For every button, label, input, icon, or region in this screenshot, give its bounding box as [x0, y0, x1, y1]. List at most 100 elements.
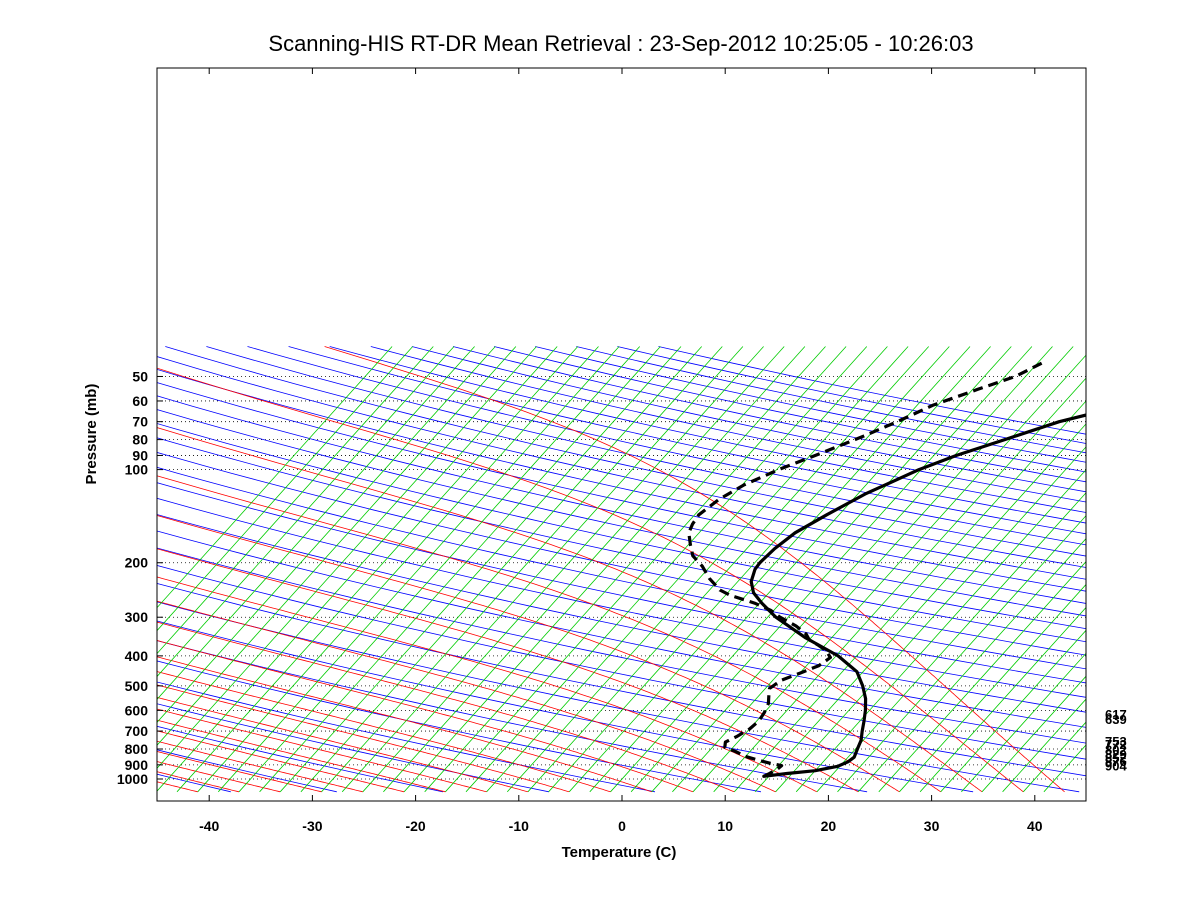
- mixing-ratio-line: [672, 346, 1074, 793]
- mixing-ratio-line: [157, 346, 517, 746]
- dry-adiabat-line: [157, 466, 1086, 670]
- dry-adiabat-line: [157, 395, 1086, 604]
- pressure-annotation: 802: [1105, 742, 1127, 757]
- mixing-ratio-line: [589, 346, 991, 793]
- moist-adiabat-line: [324, 346, 1065, 793]
- dry-adiabat-line: [157, 437, 1086, 643]
- mixing-ratio-line: [157, 346, 558, 792]
- chart-title: Scanning-HIS RT-DR Mean Retrieval : 23-S…: [268, 31, 973, 56]
- mixing-ratio-line: [157, 346, 496, 723]
- y-tick-label: 300: [125, 609, 149, 625]
- mixing-ratio-line: [197, 346, 599, 793]
- y-tick-label: 50: [132, 368, 148, 384]
- dry-adiabat-line: [157, 660, 762, 793]
- pressure-annotation: 772: [1105, 737, 1127, 752]
- mixing-ratio-line: [218, 346, 620, 793]
- moist-adiabat-line: [157, 771, 240, 793]
- mixing-ratio-line: [754, 423, 1086, 793]
- x-tick-label: -20: [405, 818, 425, 834]
- mixing-ratio-line: [424, 346, 826, 793]
- dry-adiabat-line: [411, 346, 1086, 493]
- mixing-ratio-line: [300, 346, 702, 793]
- dry-adiabat-line: [165, 346, 1086, 557]
- mixing-ratio-line: [630, 346, 1033, 793]
- dry-adiabat-line: [157, 681, 656, 793]
- y-tick-label: 500: [125, 678, 149, 694]
- x-tick-label: 0: [618, 818, 626, 834]
- mixing-ratio-line: [157, 346, 475, 700]
- dry-adiabat-line: [157, 452, 1086, 656]
- mixing-ratio-line: [940, 629, 1086, 793]
- dry-adiabat-line: [452, 346, 1086, 483]
- y-tick-label: 200: [125, 555, 149, 571]
- dry-adiabat-line: [157, 514, 1086, 713]
- mixing-ratio-line: [238, 346, 640, 793]
- moist-adiabat-line: [157, 600, 776, 793]
- dry-adiabat-line: [157, 356, 1086, 568]
- dewpoint-profile-line: [687, 360, 1045, 778]
- mixing-ratio-line: [857, 538, 1086, 793]
- dry-adiabat-line: [157, 497, 1086, 698]
- pressure-annotation: 617: [1105, 707, 1127, 722]
- mixing-ratio-line: [919, 606, 1086, 793]
- x-tick-label: -40: [199, 818, 219, 834]
- mixing-ratio-line: [279, 346, 682, 793]
- mixing-ratio-line: [548, 346, 950, 793]
- moist-adiabat-line: [157, 696, 529, 793]
- moist-adiabat-line: [157, 671, 611, 793]
- mixing-ratio-line: [157, 346, 413, 632]
- dry-adiabat-line: [157, 620, 974, 793]
- dry-adiabat-line: [658, 346, 1086, 435]
- dry-adiabat-line: [157, 368, 1086, 580]
- dry-adiabat-line: [0, 347, 19, 792]
- dry-adiabat-line: [535, 346, 1086, 463]
- mixing-ratio-line: [176, 346, 579, 793]
- y-tick-label: 600: [125, 702, 149, 718]
- mixing-ratio-line: [734, 400, 1086, 793]
- x-tick-label: 30: [924, 818, 940, 834]
- y-tick-label: 90: [132, 447, 148, 463]
- dry-adiabat-line: [157, 601, 1080, 793]
- mixing-ratio-line: [465, 346, 868, 793]
- dry-adiabat-line: [247, 346, 1086, 535]
- mixing-ratio-line: [321, 346, 723, 793]
- dry-adiabat-line: [157, 703, 549, 793]
- mixing-ratio-line: [899, 583, 1086, 793]
- pressure-annotation: 876: [1105, 754, 1127, 769]
- mixing-ratio-line: [1002, 698, 1086, 793]
- dry-adiabat-line: [157, 482, 1086, 684]
- pressure-annotation: 829: [1105, 747, 1127, 762]
- mixing-ratio-line: [157, 346, 393, 609]
- y-tick-label: 700: [125, 723, 149, 739]
- dry-adiabat-line: [157, 640, 868, 793]
- mixing-ratio-line: [795, 469, 1086, 793]
- dry-adiabat-line: [157, 423, 1086, 630]
- y-tick-label: 800: [125, 741, 149, 757]
- dry-adiabat-line: [206, 346, 1086, 546]
- mixing-ratio-line: [713, 377, 1086, 793]
- moist-adiabat-line: [157, 708, 487, 793]
- mixing-ratio-line: [362, 346, 764, 793]
- dry-adiabat-line: [494, 346, 1086, 473]
- y-tick-label: 400: [125, 648, 149, 664]
- mixing-ratio-line: [157, 346, 455, 678]
- mixing-ratio-line: [816, 492, 1086, 793]
- y-axis-label: Pressure (mb): [83, 384, 100, 485]
- dry-adiabat-line: [157, 564, 1086, 760]
- mixing-ratio-line: [981, 675, 1086, 793]
- mixing-ratio-line: [157, 346, 537, 769]
- pressure-annotation: 852: [1105, 750, 1127, 765]
- mixing-ratio-line: [341, 346, 744, 793]
- dry-adiabat-line: [288, 346, 1086, 524]
- mixing-ratio-line: [507, 346, 909, 793]
- moist-adiabat-line: [157, 515, 900, 793]
- pressure-annotation: 753: [1105, 734, 1127, 749]
- dry-adiabat-line: [329, 346, 1086, 513]
- y-tick-label: 100: [125, 462, 149, 478]
- mixing-ratio-line: [527, 346, 929, 793]
- y-tick-label: 1000: [117, 771, 148, 787]
- mixing-ratio-line: [486, 346, 888, 793]
- moist-adiabat-line: [157, 548, 859, 793]
